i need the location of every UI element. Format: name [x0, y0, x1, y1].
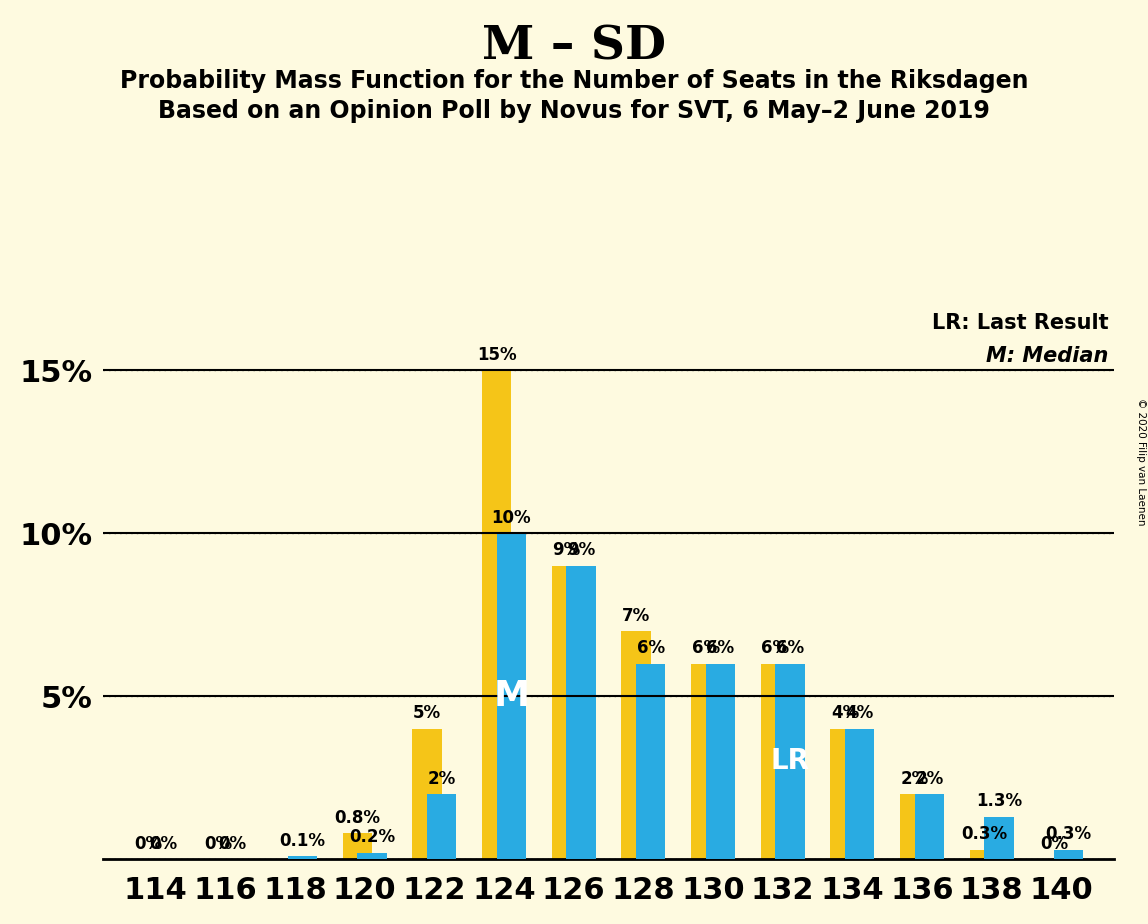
Bar — [1054, 849, 1084, 859]
Bar — [427, 794, 456, 859]
Bar — [845, 729, 875, 859]
Text: 5%: 5% — [413, 704, 441, 723]
Text: 6%: 6% — [761, 639, 790, 657]
Text: 9%: 9% — [567, 541, 595, 559]
Bar — [288, 856, 317, 859]
Bar — [984, 817, 1014, 859]
Text: 0%: 0% — [1040, 834, 1068, 853]
Text: M: M — [494, 679, 529, 713]
Bar — [497, 533, 526, 859]
Text: 0.3%: 0.3% — [1046, 825, 1092, 843]
Bar — [691, 663, 720, 859]
Bar — [621, 631, 651, 859]
Bar — [636, 663, 665, 859]
Bar — [830, 729, 860, 859]
Bar — [970, 849, 999, 859]
Text: 1.3%: 1.3% — [976, 793, 1022, 810]
Text: © 2020 Filip van Laenen: © 2020 Filip van Laenen — [1135, 398, 1146, 526]
Bar — [775, 663, 805, 859]
Text: 0.8%: 0.8% — [334, 808, 380, 827]
Text: 7%: 7% — [622, 606, 650, 625]
Text: 9%: 9% — [552, 541, 581, 559]
Text: Based on an Opinion Poll by Novus for SVT, 6 May–2 June 2019: Based on an Opinion Poll by Novus for SV… — [158, 99, 990, 123]
Text: 0.2%: 0.2% — [349, 828, 395, 846]
Text: 2%: 2% — [900, 770, 929, 787]
Bar — [342, 833, 372, 859]
Text: 0%: 0% — [218, 834, 247, 853]
Bar — [706, 663, 735, 859]
Text: 2%: 2% — [427, 770, 456, 787]
Text: 0%: 0% — [149, 834, 177, 853]
Text: 6%: 6% — [706, 639, 735, 657]
Text: LR: LR — [770, 748, 809, 775]
Text: 0.3%: 0.3% — [961, 825, 1008, 843]
Text: 0%: 0% — [204, 834, 232, 853]
Bar — [915, 794, 944, 859]
Text: 0%: 0% — [134, 834, 162, 853]
Bar — [900, 794, 929, 859]
Bar — [761, 663, 790, 859]
Text: 6%: 6% — [691, 639, 720, 657]
Bar — [566, 565, 596, 859]
Bar — [412, 729, 442, 859]
Text: 10%: 10% — [491, 509, 532, 527]
Bar — [552, 565, 581, 859]
Text: 2%: 2% — [915, 770, 944, 787]
Text: 6%: 6% — [776, 639, 804, 657]
Text: Probability Mass Function for the Number of Seats in the Riksdagen: Probability Mass Function for the Number… — [119, 69, 1029, 93]
Text: 4%: 4% — [845, 704, 874, 723]
Text: 4%: 4% — [831, 704, 859, 723]
Text: 0.1%: 0.1% — [279, 832, 325, 849]
Text: 6%: 6% — [636, 639, 665, 657]
Text: 15%: 15% — [476, 346, 517, 364]
Bar — [357, 853, 387, 859]
Bar — [482, 371, 511, 859]
Text: M – SD: M – SD — [482, 23, 666, 69]
Text: LR: Last Result: LR: Last Result — [932, 313, 1109, 334]
Text: M: Median: M: Median — [986, 346, 1109, 367]
